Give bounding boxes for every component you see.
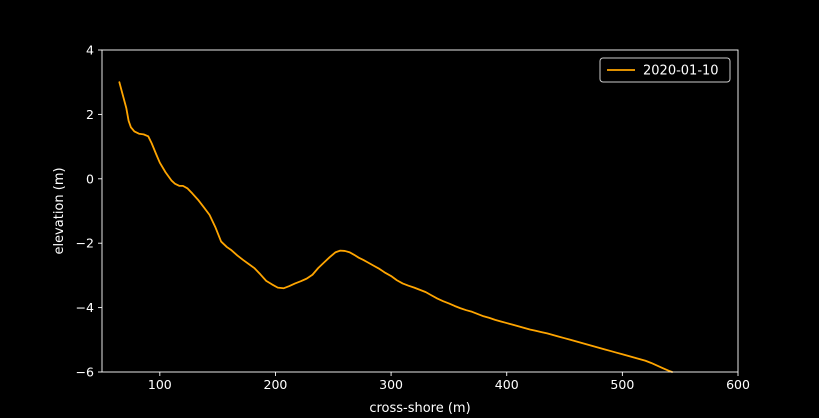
y-tick-label: 2	[86, 107, 94, 122]
x-tick-label: 500	[610, 377, 634, 392]
x-tick-label: 200	[264, 377, 288, 392]
legend-box	[599, 57, 731, 83]
x-tick-label: 100	[148, 377, 172, 392]
x-axis-label: cross-shore (m)	[369, 401, 470, 416]
series-line-2020-01-10	[118, 81, 673, 373]
y-tick-label: −4	[76, 300, 94, 315]
x-tick-label: 600	[726, 377, 750, 392]
y-tick-label: −2	[76, 236, 94, 251]
y-tick-label: −6	[76, 365, 94, 380]
y-tick-label: 4	[86, 43, 94, 58]
legend-label: 2020-01-10	[643, 64, 719, 79]
x-tick-label: 300	[379, 377, 403, 392]
y-axis-label: elevation (m)	[52, 167, 67, 254]
legend: 2020-01-10	[599, 57, 731, 83]
series-layer	[118, 81, 673, 373]
ticks-layer: 100 200 300 400 500 600 4 2 0 −2 −4 −6	[76, 43, 750, 393]
plot-frame	[101, 49, 739, 373]
x-tick-label: 400	[495, 377, 519, 392]
y-tick-label: 0	[86, 171, 94, 186]
